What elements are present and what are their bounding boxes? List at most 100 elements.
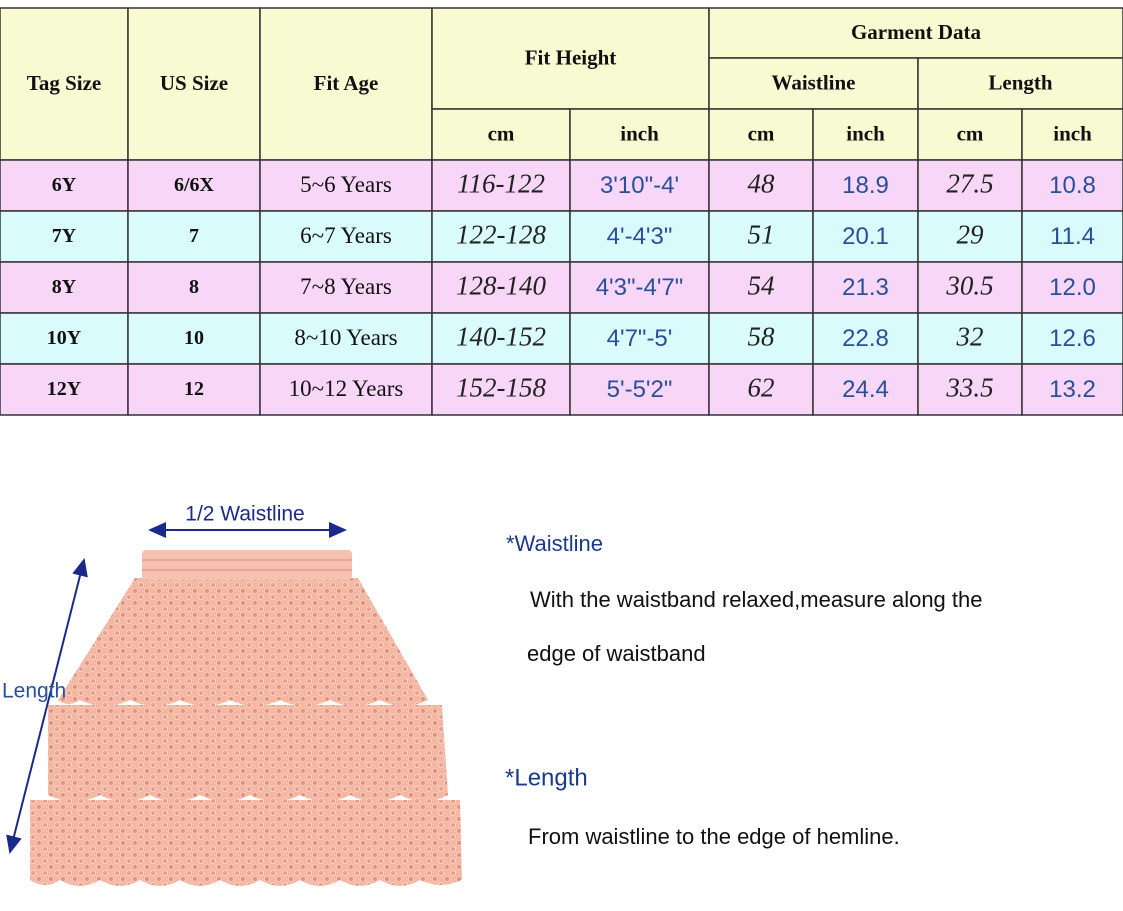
cell-text: 13.2 [1049, 376, 1096, 403]
cell-text: 4'-4'3" [607, 223, 673, 250]
cell-text: 51 [748, 220, 775, 250]
cell-text: 3'10"-4' [600, 172, 679, 199]
cell-text: 5'-5'2" [607, 376, 673, 403]
table-cell [917, 159, 1023, 212]
cell-text: cm [488, 121, 515, 145]
length-arrow [6, 558, 88, 854]
cell-text: 24.4 [842, 376, 889, 403]
cell-text: 12.6 [1049, 325, 1096, 352]
cell-text: 32 [956, 322, 984, 352]
cell-text: 58 [748, 322, 776, 352]
table-cell [708, 7, 1123, 59]
cell-text: 6Y [52, 174, 77, 196]
cell-text: 18.9 [842, 172, 889, 199]
length-label: Length [2, 680, 66, 703]
table-cell [917, 108, 1023, 161]
cell-text: 10 [184, 327, 204, 349]
skirt-illustration [30, 550, 462, 886]
table-cell [431, 7, 710, 110]
table-cell [812, 363, 919, 416]
table-cell [569, 159, 710, 212]
cell-text: 10Y [47, 327, 82, 349]
cell-text: 20.1 [842, 223, 889, 250]
cell-text: 33.5 [945, 373, 993, 403]
cell-text: 5~6 Years [300, 172, 392, 197]
cell-text: Waistline [771, 70, 855, 94]
table-cell [1021, 312, 1123, 365]
cell-text: 8~10 Years [294, 325, 397, 350]
cell-text: 6~7 Years [300, 223, 392, 248]
cell-text: 54 [748, 271, 775, 301]
table-cell [917, 363, 1023, 416]
cell-text: cm [748, 121, 775, 145]
cell-text: 48 [748, 169, 776, 199]
table-cell [127, 7, 261, 161]
cell-text: inch [1053, 121, 1092, 145]
note-text: With the waistband relaxed,measure along… [530, 587, 982, 612]
cell-text: Garment Data [851, 20, 982, 44]
cell-text: 29 [957, 220, 985, 250]
cell-text: Length [988, 70, 1053, 94]
cell-text: 128-140 [456, 271, 546, 301]
cell-text: 116-122 [457, 169, 545, 199]
cell-text: 11.4 [1050, 223, 1095, 250]
table-cell [1021, 108, 1123, 161]
table-cell [431, 159, 571, 212]
table-cell [127, 261, 261, 314]
table-cell [0, 7, 129, 161]
cell-text: 62 [748, 373, 775, 403]
table-cell [812, 312, 919, 365]
table-cell [569, 363, 710, 416]
cell-text: 140-152 [456, 322, 546, 352]
cell-text: Fit Age [314, 71, 379, 95]
table-cell [0, 261, 129, 314]
note-title: *Waistline [506, 531, 603, 556]
size-table: Tag Size US Size Fit Age Fit Height Garment … [0, 7, 1123, 416]
cell-text: inch [846, 121, 885, 145]
cell-text: 27.5 [946, 169, 993, 199]
cell-text: cm [957, 121, 984, 145]
table-cell [1021, 261, 1123, 314]
cell-text: 4'7"-5' [607, 325, 673, 352]
table-cell [569, 312, 710, 365]
cell-text: 122-128 [456, 220, 546, 250]
note-text: edge of waistband [527, 641, 706, 666]
cell-text: Fit Height [525, 45, 617, 69]
table-cell [569, 261, 710, 314]
cell-text: US Size [160, 71, 228, 95]
cell-text: 10~12 Years [289, 376, 404, 401]
table-cell [917, 57, 1123, 110]
cell-text: 7Y [52, 225, 77, 247]
table-cell [127, 210, 261, 263]
cell-text: 152-158 [456, 373, 546, 403]
cell-text: 12 [184, 378, 204, 400]
table-cell [127, 363, 261, 416]
table-cell [431, 312, 571, 365]
table-cell [1021, 363, 1123, 416]
cell-text: Tag Size [27, 71, 101, 95]
table-cell [708, 210, 814, 263]
note-text: From waistline to the edge of hemline. [528, 824, 900, 849]
table-cell [0, 363, 129, 416]
table-cell [127, 159, 261, 212]
table-cell [259, 159, 433, 212]
note-title: *Length [505, 764, 588, 791]
cell-text: 4'3"-4'7" [596, 274, 684, 301]
cell-text: 30.5 [945, 271, 993, 301]
cell-text: 6/6X [174, 174, 215, 196]
waist-label: 1/2 Waistline [185, 503, 304, 526]
table-cell [1021, 159, 1123, 212]
table-cell [708, 108, 814, 161]
cell-text: 12Y [47, 378, 82, 400]
table-cell [259, 210, 433, 263]
cell-text: 22.8 [842, 325, 889, 352]
cell-text: 12.0 [1049, 274, 1096, 301]
cell-text: 7~8 Years [300, 274, 392, 299]
table-cell [259, 363, 433, 416]
cell-text: 21.3 [842, 274, 889, 301]
table-cell [708, 363, 814, 416]
cell-text: 8 [189, 276, 199, 298]
table-cell [569, 210, 710, 263]
table-cell [708, 159, 814, 212]
